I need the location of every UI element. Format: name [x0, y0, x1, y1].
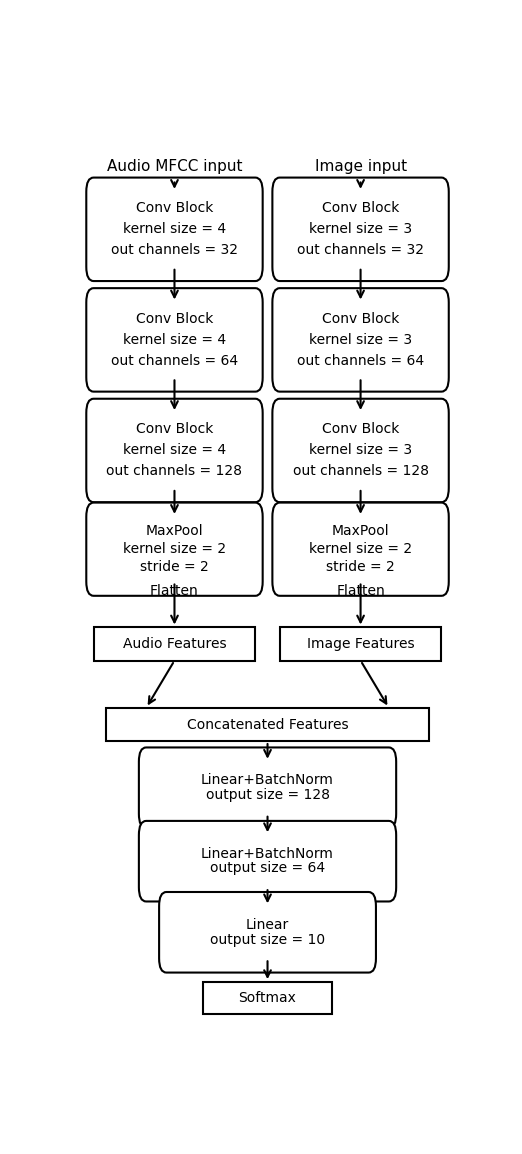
Text: stride = 2: stride = 2 — [140, 561, 209, 575]
FancyBboxPatch shape — [203, 982, 332, 1013]
Text: Concatenated Features: Concatenated Features — [187, 718, 348, 732]
Text: out channels = 32: out channels = 32 — [297, 243, 424, 257]
Text: Audio Features: Audio Features — [123, 637, 227, 651]
Text: Linear: Linear — [246, 917, 289, 932]
Text: Conv Block: Conv Block — [136, 312, 213, 325]
FancyBboxPatch shape — [86, 399, 263, 502]
FancyBboxPatch shape — [93, 628, 255, 660]
FancyBboxPatch shape — [280, 628, 442, 660]
Text: kernel size = 3: kernel size = 3 — [309, 332, 412, 347]
Text: output size = 128: output size = 128 — [206, 788, 329, 802]
Text: output size = 64: output size = 64 — [210, 862, 325, 876]
Text: out channels = 128: out channels = 128 — [292, 464, 429, 479]
Text: kernel size = 4: kernel size = 4 — [123, 443, 226, 457]
Text: out channels = 64: out channels = 64 — [297, 354, 424, 368]
Text: kernel size = 3: kernel size = 3 — [309, 443, 412, 457]
Text: out channels = 64: out channels = 64 — [111, 354, 238, 368]
Text: kernel size = 4: kernel size = 4 — [123, 332, 226, 347]
Text: out channels = 128: out channels = 128 — [106, 464, 243, 479]
Text: Conv Block: Conv Block — [322, 201, 399, 216]
FancyBboxPatch shape — [272, 288, 449, 391]
Text: Conv Block: Conv Block — [136, 422, 213, 436]
FancyBboxPatch shape — [139, 820, 396, 901]
Text: output size = 10: output size = 10 — [210, 932, 325, 946]
FancyBboxPatch shape — [139, 748, 396, 829]
FancyBboxPatch shape — [272, 399, 449, 502]
Text: Linear+BatchNorm: Linear+BatchNorm — [201, 773, 334, 787]
Text: Conv Block: Conv Block — [322, 422, 399, 436]
Text: Conv Block: Conv Block — [322, 312, 399, 325]
FancyBboxPatch shape — [105, 707, 429, 741]
FancyBboxPatch shape — [159, 892, 376, 973]
FancyBboxPatch shape — [272, 503, 449, 595]
Text: kernel size = 2: kernel size = 2 — [123, 542, 226, 556]
FancyBboxPatch shape — [86, 288, 263, 391]
FancyBboxPatch shape — [272, 178, 449, 282]
Text: Flatten: Flatten — [150, 584, 199, 598]
FancyBboxPatch shape — [86, 503, 263, 595]
Text: Image input: Image input — [315, 158, 407, 173]
Text: Linear+BatchNorm: Linear+BatchNorm — [201, 847, 334, 861]
Text: MaxPool: MaxPool — [332, 524, 389, 538]
Text: stride = 2: stride = 2 — [326, 561, 395, 575]
Text: kernel size = 3: kernel size = 3 — [309, 223, 412, 237]
Text: out channels = 32: out channels = 32 — [111, 243, 238, 257]
Text: Flatten: Flatten — [336, 584, 385, 598]
Text: Conv Block: Conv Block — [136, 201, 213, 216]
Text: kernel size = 2: kernel size = 2 — [309, 542, 412, 556]
Text: Softmax: Softmax — [239, 991, 296, 1005]
Text: Audio MFCC input: Audio MFCC input — [106, 158, 242, 173]
Text: MaxPool: MaxPool — [146, 524, 203, 538]
Text: kernel size = 4: kernel size = 4 — [123, 223, 226, 237]
FancyBboxPatch shape — [86, 178, 263, 282]
Text: Image Features: Image Features — [307, 637, 414, 651]
